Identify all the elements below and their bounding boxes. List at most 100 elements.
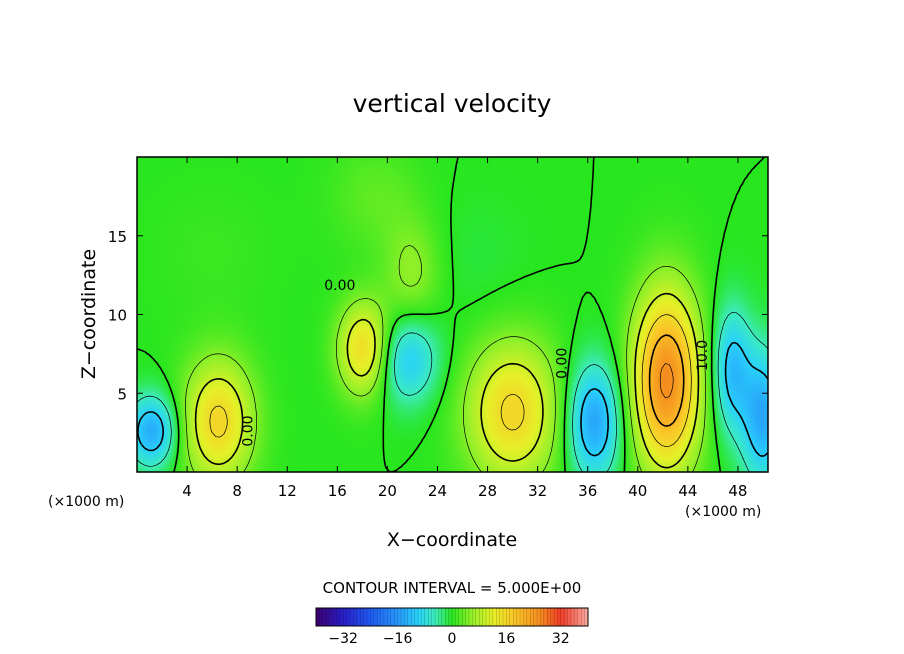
colorbar-cell: [346, 607, 351, 627]
colorbar-cell: [455, 607, 460, 627]
colorbar-cell: [336, 607, 341, 627]
colorbar-cell: [400, 607, 405, 627]
contour-label: 10.0: [695, 340, 711, 371]
colorbar-cell: [326, 607, 331, 627]
colorbar-cell: [451, 607, 456, 627]
colorbar-cell: [407, 607, 412, 627]
colorbar-cell: [502, 607, 507, 627]
colorbar-cell: [533, 607, 538, 627]
colorbar-cell: [513, 607, 518, 627]
colorbar-cell: [479, 607, 484, 627]
colorbar-cells: [315, 607, 589, 627]
colorbar-cell: [377, 607, 382, 627]
plot-area: 0.00 0.00 0.00 10.0: [136, 156, 769, 473]
contour-level: [194, 292, 700, 469]
y-axis-ticks: 5 10 15: [108, 228, 768, 403]
y-axis-label: Z−coordinate: [78, 249, 100, 379]
x-tick-label: 44: [678, 482, 697, 500]
colorbar-tick-label: 32: [552, 631, 570, 647]
colorbar-cell: [448, 607, 453, 627]
colorbar-cell: [506, 607, 511, 627]
x-unit-right: (×1000 m): [685, 504, 761, 520]
contour-interval-label: CONTOUR INTERVAL = 5.000E+00: [323, 579, 582, 597]
colorbar-frame: [315, 607, 589, 627]
colorbar-cell: [343, 607, 348, 627]
contour-level: [137, 341, 768, 457]
colorbar-cell: [526, 607, 531, 627]
colorbar-cell: [411, 607, 416, 627]
colorbar-cell: [380, 607, 385, 627]
colorbar-cell: [536, 607, 541, 627]
colorbar-cell: [383, 607, 388, 627]
x-axis-ticks: 4 8 12 16 20 24 28 32 36 40 44 48: [182, 157, 747, 500]
colorbar-cell: [445, 607, 450, 627]
colorbar-tick-label: 0: [448, 631, 457, 647]
colorbar-cell: [315, 607, 320, 627]
colorbar-tick-label: −32: [328, 631, 358, 647]
colorbar-cell: [516, 607, 521, 627]
x-tick-label: 48: [728, 482, 747, 500]
colorbar-cell: [360, 607, 365, 627]
colorbar-cell: [496, 607, 501, 627]
colorbar-cell: [574, 607, 579, 627]
colorbar-cell: [404, 607, 409, 627]
colorbar-cell: [570, 607, 575, 627]
x-tick-label: 4: [182, 482, 192, 500]
x-axis-label: X−coordinate: [387, 529, 517, 551]
colorbar-cell: [417, 607, 422, 627]
contour-lines: [137, 157, 768, 472]
x-tick-label: 12: [278, 482, 297, 500]
colorbar-cell: [462, 607, 467, 627]
colorbar-cell: [329, 607, 334, 627]
colorbar-cell: [421, 607, 426, 627]
colorbar-cell: [540, 607, 545, 627]
colorbar-cell: [332, 607, 337, 627]
colorbar-cell: [390, 607, 395, 627]
colorbar-cell: [431, 607, 436, 627]
colorbar-ticks: −32 −16 0 16 32: [328, 631, 569, 647]
colorbar-cell: [553, 607, 558, 627]
x-tick-label: 20: [378, 482, 397, 500]
contour-level: [137, 311, 768, 472]
contour-level: [648, 334, 685, 427]
colorbar-cell: [394, 607, 399, 627]
colorbar-cell: [547, 607, 552, 627]
velocity-field: [137, 157, 768, 472]
contour-level: [185, 244, 706, 472]
colorbar-cell: [485, 607, 490, 627]
colorbar-cell: [441, 607, 446, 627]
colorbar-cell: [465, 607, 470, 627]
colorbar-cell: [349, 607, 354, 627]
colorbar-cell: [519, 607, 524, 627]
colorbar-cell: [543, 607, 548, 627]
contour-level: [209, 314, 692, 447]
colorbar-cell: [353, 607, 358, 627]
colorbar-cell: [414, 607, 419, 627]
colorbar-cell: [397, 607, 402, 627]
colorbar-cell: [475, 607, 480, 627]
colorbar-cell: [434, 607, 439, 627]
x-tick-label: 32: [528, 482, 547, 500]
colorbar-cell: [319, 607, 324, 627]
colorbar-cell: [550, 607, 555, 627]
colorbar-cell: [356, 607, 361, 627]
x-tick-label: 36: [578, 482, 597, 500]
colorbar-cell: [458, 607, 463, 627]
colorbar-cell: [499, 607, 504, 627]
colorbar-cell: [564, 607, 569, 627]
colorbar-cell: [489, 607, 494, 627]
contour-level: [137, 157, 766, 472]
colorbar-cell: [366, 607, 371, 627]
colorbar-cell: [577, 607, 582, 627]
x-tick-label: 28: [478, 482, 497, 500]
chart-title: vertical velocity: [353, 89, 552, 118]
y-tick-label: 10: [108, 307, 127, 325]
x-tick-label: 16: [328, 482, 347, 500]
colorbar-cell: [472, 607, 477, 627]
y-tick-label: 5: [117, 385, 127, 403]
colorbar-cell: [428, 607, 433, 627]
colorbar-cell: [567, 607, 572, 627]
contour-label: 0.00: [240, 415, 256, 446]
x-tick-label: 24: [428, 482, 447, 500]
contour-label: 0.00: [555, 348, 571, 379]
